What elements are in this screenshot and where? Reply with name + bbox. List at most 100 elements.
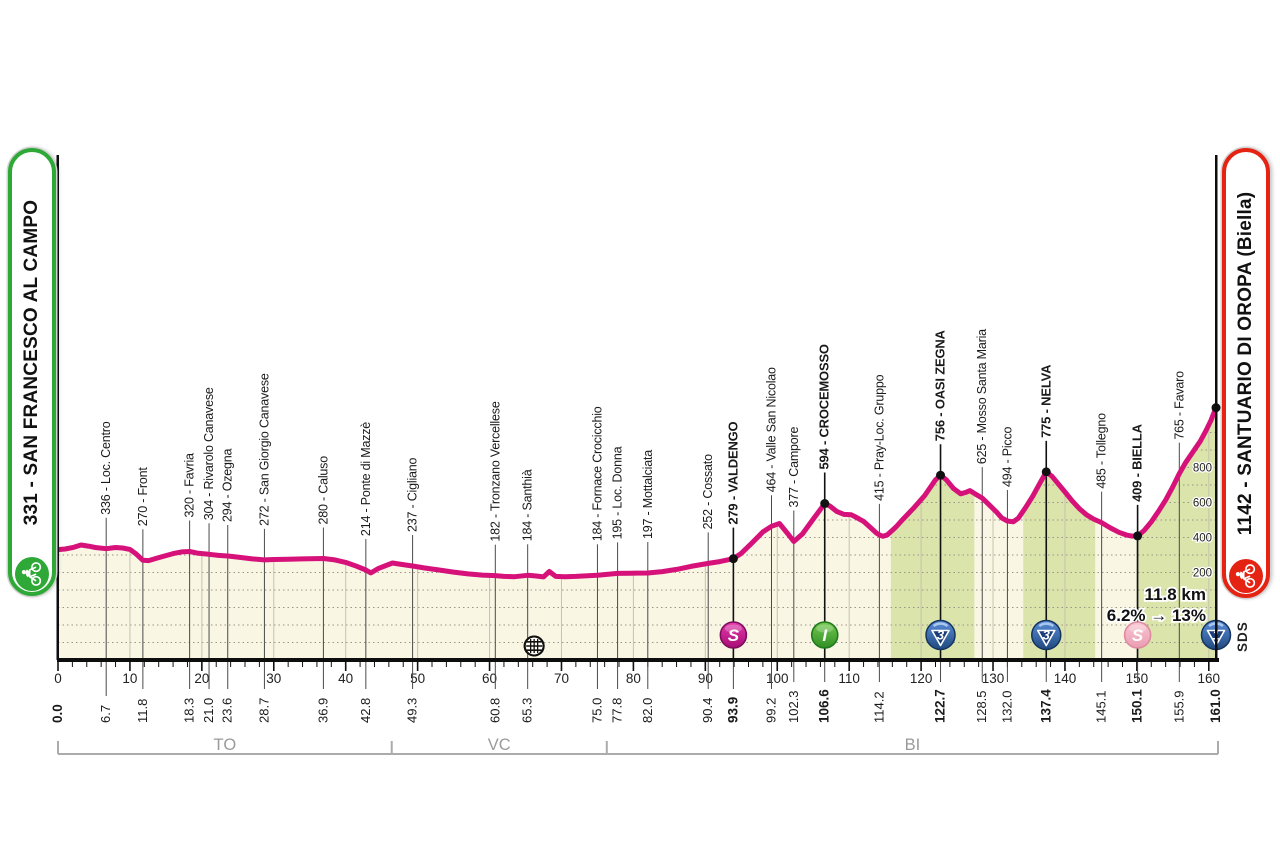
waypoint-label: 195 - Loc. Donna [611, 446, 625, 539]
waypoint-label: 494 - Picco [1000, 426, 1014, 487]
km-label: 122.7 [933, 689, 948, 723]
x-axis-tick-label: 30 [266, 671, 281, 686]
x-axis [57, 658, 1219, 662]
finish-banner-label: 1142 - SANTUARIO DI OROPA (Biella) [1235, 191, 1256, 536]
km-label: 28.7 [256, 698, 271, 723]
km-label: 155.9 [1171, 690, 1186, 723]
finish-banner: 1142 - SANTUARIO DI OROPA (Biella) [1222, 148, 1270, 598]
waypoint-label: 336 - Loc. Centro [99, 421, 113, 514]
start-banner-label: 331 - SAN FRANCESCO AL CAMPO [21, 199, 42, 526]
x-axis-tick-label: 90 [698, 671, 713, 686]
climb-highlight-bands [890, 407, 1216, 660]
km-label: 93.9 [725, 697, 740, 723]
province-label: TO [214, 736, 237, 754]
author-signature: SDS [1235, 621, 1250, 652]
svg-text:3: 3 [937, 628, 945, 643]
km-label: 82.0 [640, 698, 655, 723]
waypoint-label: 594 - CROCEMOSSO [817, 344, 832, 469]
waypoint-label: 294 - Ozegna [221, 448, 235, 522]
km-label: 77.8 [610, 698, 625, 723]
x-axis-tick-label: 40 [338, 671, 353, 686]
km-label: 65.3 [520, 698, 535, 723]
km-label: 90.4 [700, 698, 715, 723]
x-axis-tick-label: 160 [1198, 671, 1221, 686]
km-label: 128.5 [974, 690, 989, 723]
x-axis-tick-label: 50 [410, 671, 425, 686]
gridlines [58, 407, 1216, 660]
feed-zone-icon [523, 635, 545, 657]
km-label: 114.2 [871, 691, 886, 723]
x-axis-tick-label: 70 [554, 671, 569, 686]
elevation-profile-line [55, 405, 1219, 580]
waypoint-label: 756 - OASI ZEGNA [933, 329, 948, 441]
waypoint-dot [820, 499, 830, 509]
kom-category-3-icon: 3 [925, 619, 956, 651]
km-label: 99.2 [764, 698, 779, 723]
waypoint-label: 320 - Favria [183, 453, 197, 518]
km-label: 21.0 [201, 698, 216, 723]
waypoint-label: 485 - Tollegno [1095, 413, 1109, 489]
km-label: 23.6 [220, 698, 235, 723]
province-label: VC [488, 736, 511, 754]
waypoint-dot [728, 554, 738, 564]
waypoint-label: 280 - Caluso [316, 456, 330, 525]
final-climb-length: 11.8 km [1145, 585, 1206, 604]
x-axis-tick-label: 80 [626, 671, 641, 686]
x-axis-tick-label: 110 [838, 671, 860, 686]
km-label: 0.0 [50, 704, 65, 723]
elevation-scale-label: 400 [1193, 533, 1212, 545]
km-label: 106.6 [817, 689, 832, 723]
svg-text:I: I [822, 626, 828, 645]
waypoint-label: 625 - Mosso Santa Maria [975, 329, 989, 464]
svg-text:3: 3 [1043, 628, 1051, 643]
elevation-scale-label: 800 [1193, 463, 1212, 475]
km-label: 161.0 [1208, 689, 1223, 723]
km-label: 75.0 [589, 698, 604, 723]
waypoint-label: 415 - Pray-Loc. Gruppo [872, 374, 886, 500]
waypoint-label: 270 - Front [136, 467, 150, 527]
y-axis-right [1215, 155, 1218, 660]
km-label: 42.8 [358, 698, 373, 723]
x-axis-tick-label: 20 [194, 671, 209, 686]
waypoint-label: 765 - Favaro [1172, 371, 1186, 440]
y-axis-left [56, 155, 59, 660]
km-label: 137.4 [1038, 689, 1053, 723]
km-label: 145.1 [1094, 690, 1109, 723]
km-label: 36.9 [315, 698, 330, 723]
waypoint-dot [1041, 467, 1051, 477]
waypoint-label: 182 - Tronzano Vercellese [488, 401, 502, 541]
svg-text:S: S [1132, 626, 1144, 645]
waypoint-label: 279 - VALDENGO [725, 421, 740, 524]
waypoint-label: 775 - NELVA [1038, 364, 1053, 438]
km-label: 6.7 [98, 705, 113, 723]
waypoint-label: 464 - Valle San Nicolao [765, 367, 779, 492]
km-label: 18.3 [182, 698, 197, 723]
waypoint-label: 272 - San Giorgio Canavese [257, 373, 271, 526]
x-axis-tick-label: 100 [766, 671, 789, 686]
intergiro-icon: I [810, 621, 839, 649]
elevation-scale-label: 200 [1193, 568, 1212, 580]
finish-cyclist-icon [1229, 559, 1263, 593]
elevation-scale-label: 600 [1193, 498, 1212, 510]
waypoint-label: 304 - Rivarolo Canavese [202, 387, 216, 520]
waypoint-label: 377 - Campore [787, 427, 801, 508]
province-label: BI [905, 736, 921, 754]
sprint-icon: S [719, 621, 748, 649]
kom-category-3-icon: 3 [1031, 619, 1062, 651]
svg-text:S: S [728, 626, 740, 645]
waypoint-dot [936, 470, 946, 480]
x-axis-tick-label: 140 [1054, 671, 1077, 686]
km-label: 132.0 [999, 690, 1014, 723]
waypoint-label: 184 - Santhià [521, 469, 535, 541]
waypoint-label: 197 - Mottalciata [641, 450, 655, 539]
waypoint-label: 184 - Fornace Crocicchio [590, 406, 604, 541]
waypoint-label: 214 - Ponte di Mazzè [359, 422, 373, 536]
start-banner: 331 - SAN FRANCESCO AL CAMPO [8, 148, 56, 596]
start-cyclist-icon [15, 557, 49, 591]
km-label: 102.3 [786, 690, 801, 723]
x-axis-tick-label: 60 [482, 671, 497, 686]
waypoint-dot [1133, 531, 1143, 541]
km-label: 11.8 [135, 699, 150, 723]
